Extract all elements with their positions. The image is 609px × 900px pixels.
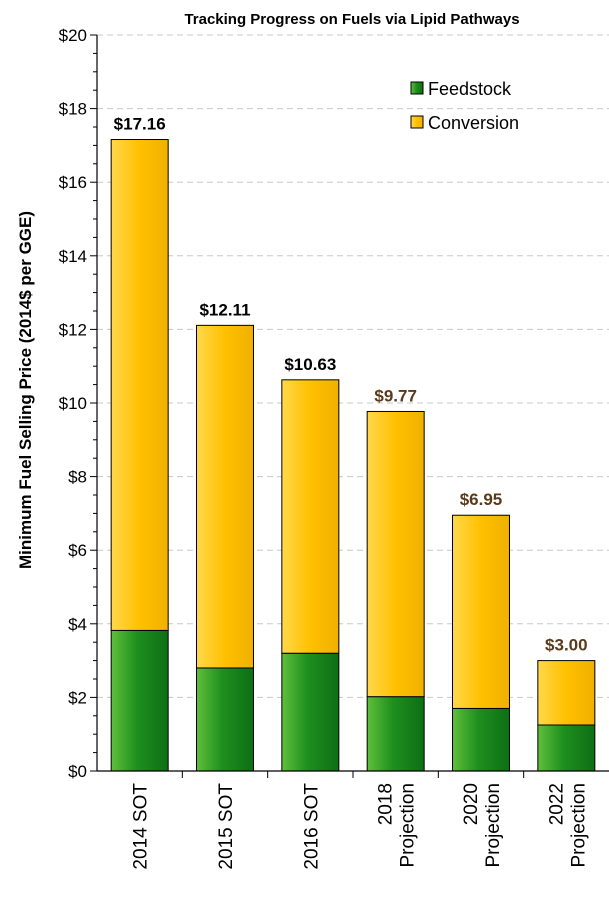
y-tick-label: $18 [59, 100, 87, 119]
category-label-line: 2016 SOT [301, 783, 322, 870]
category-label-line: 2014 SOT [131, 783, 152, 870]
y-axis-label: Minimum Fuel Selling Price (2014$ per GG… [16, 211, 35, 569]
category-label: 2018 Projection [376, 783, 419, 868]
bar-conversion [281, 379, 340, 654]
total-label: $17.16 [114, 115, 166, 134]
total-labels: $17.16 $12.11 $10.63 $9.77 $6.95 $3.00 [114, 115, 588, 655]
bars [110, 139, 596, 772]
y-tick-label: $6 [68, 541, 87, 560]
category-label: 2020 Projection [461, 783, 504, 868]
y-axis: $0 $2 $4 $6 $8 $10 $12 $14 $16 $18 $20 [59, 26, 98, 781]
total-label: $6.95 [460, 490, 503, 509]
category-label-line: 2015 SOT [216, 783, 237, 870]
category-label: 2016 SOT [301, 783, 322, 870]
category-label-line: Projection [483, 783, 504, 868]
bar-conversion [366, 410, 425, 698]
total-label: $9.77 [374, 386, 417, 405]
category-label: 2014 SOT [131, 783, 152, 870]
bar-feedstock [537, 724, 596, 772]
y-tick-label: $8 [68, 468, 87, 487]
y-tick-label: $12 [59, 320, 87, 339]
gridlines [97, 34, 609, 698]
total-label: $12.11 [199, 300, 250, 319]
bar-conversion [196, 324, 254, 669]
legend-swatch-conversion [410, 115, 424, 129]
bar-conversion [110, 139, 169, 631]
category-label: 2015 SOT [216, 783, 237, 870]
y-tick-label: $14 [59, 247, 87, 266]
legend: Feedstock Conversion [410, 79, 519, 133]
bar-feedstock [366, 696, 425, 772]
category-label-line: Projection [398, 783, 419, 868]
y-tick-label: $0 [68, 762, 87, 781]
legend-label-conversion: Conversion [428, 113, 519, 133]
chart-title: Tracking Progress on Fuels via Lipid Pat… [184, 11, 519, 28]
category-label: 2022 Projection [546, 783, 589, 868]
bar-conversion [537, 660, 596, 726]
category-label-line: 2022 [546, 783, 567, 825]
legend-swatch-feedstock [410, 81, 424, 95]
y-tick-label: $4 [68, 615, 87, 634]
x-axis: 2014 SOT 2015 SOT 2016 SOT 2018 Projection 20… [97, 770, 609, 870]
y-tick-label: $20 [59, 26, 87, 45]
category-label-line: Projection [568, 783, 589, 868]
total-label: $10.63 [284, 355, 336, 374]
bar-feedstock [196, 667, 254, 772]
bar-feedstock [110, 629, 169, 772]
bar-conversion [452, 514, 510, 709]
bar-feedstock [281, 652, 340, 772]
legend-label-feedstock: Feedstock [428, 79, 512, 99]
y-tick-label: $16 [59, 173, 87, 192]
y-tick-label: $10 [59, 394, 87, 413]
category-label-line: 2018 [376, 783, 397, 825]
total-label: $3.00 [545, 636, 588, 655]
category-label-line: 2020 [461, 783, 482, 825]
bar-feedstock [452, 707, 510, 772]
y-tick-label: $2 [68, 688, 87, 707]
